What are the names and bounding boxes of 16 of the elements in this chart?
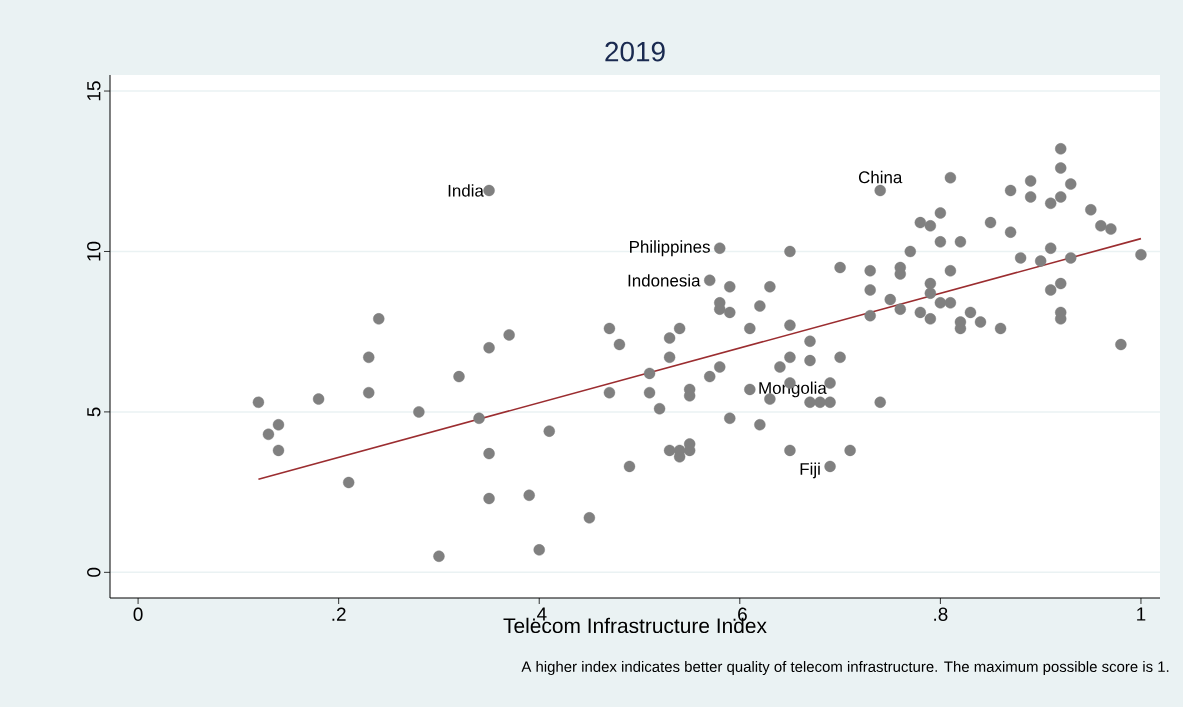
annotation: India (448, 184, 484, 197)
y-tick-label: 0 (87, 567, 101, 577)
y-tick-label: 15 (87, 81, 101, 101)
annotation: China (858, 170, 903, 184)
y-tick-label: 5 (87, 407, 101, 417)
annotation: Fiji (800, 462, 820, 479)
y-tick-label: 10 (87, 241, 101, 261)
annotation: Philippines (630, 240, 710, 257)
annotation: Indonesia (628, 274, 701, 287)
x-tick-label: 0 (133, 607, 143, 621)
x-tick-label: 1 (1137, 607, 1146, 621)
annotation: Mongolia (759, 381, 827, 398)
x-tick-label: .2 (332, 607, 346, 621)
text: A higher index indicates better quality of telecom infrastructure. The maximum possible score is 1. (521, 661, 1169, 675)
chart-title: 2019 (605, 41, 665, 62)
x-tick-label: .8 (934, 607, 948, 621)
